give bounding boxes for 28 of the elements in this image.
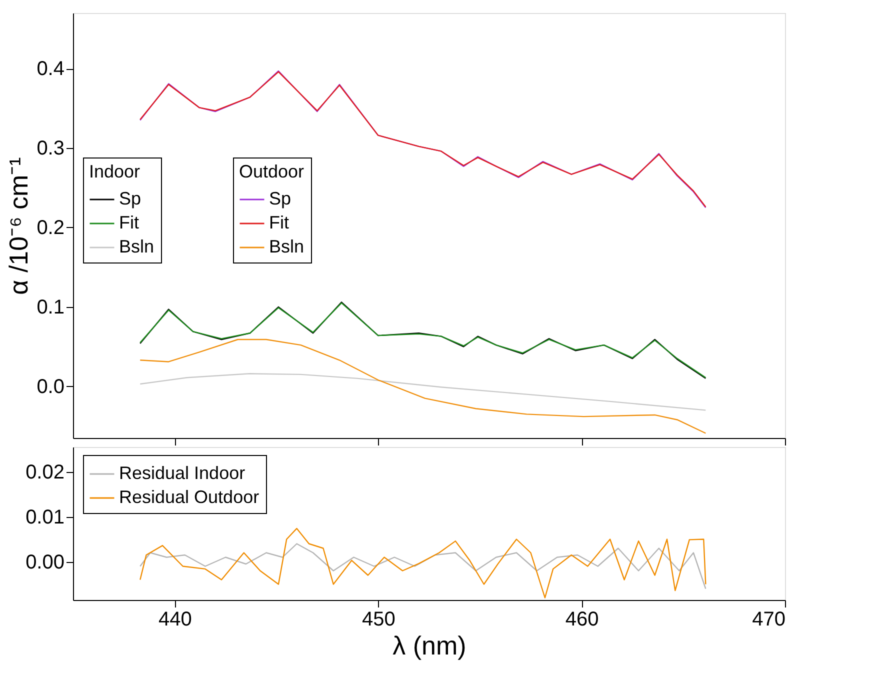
y-tick-label: 0.3 — [36, 138, 64, 160]
legend-label: Bsln — [119, 236, 154, 256]
legend-label: Fit — [269, 212, 289, 232]
legend-label: Residual Indoor — [119, 463, 246, 483]
y-tick-label: 0.00 — [26, 551, 64, 574]
y-tick-label: 0.0 — [36, 376, 64, 398]
line-series — [140, 373, 706, 411]
y-axis-title: α /10⁻⁶ cm⁻¹ — [4, 156, 34, 295]
line-series — [140, 543, 706, 590]
x-axis-title: λ (nm) — [392, 630, 466, 660]
legend-label: Sp — [119, 188, 142, 208]
text: Outdoor — [239, 162, 304, 182]
y-tick-label: 0.02 — [26, 461, 64, 484]
y-tick-label: 0.2 — [36, 216, 64, 239]
x-tick-label: 440 — [158, 608, 192, 630]
text: Indoor — [89, 162, 140, 182]
x-tick-label: 450 — [362, 608, 396, 630]
x-tick-label: 470 — [752, 608, 786, 630]
y-tick-label: 0.01 — [26, 506, 64, 528]
y-tick-label: 0.1 — [36, 296, 64, 318]
legend-label: Residual Outdoor — [119, 487, 260, 507]
legend-label: Fit — [119, 212, 139, 232]
legend-label: Bsln — [269, 236, 304, 256]
legend-label: Sp — [269, 188, 292, 208]
y-tick-label: 0.4 — [36, 58, 64, 80]
line-series — [140, 528, 706, 598]
x-tick-label: 460 — [565, 608, 599, 630]
line-series — [140, 338, 706, 434]
